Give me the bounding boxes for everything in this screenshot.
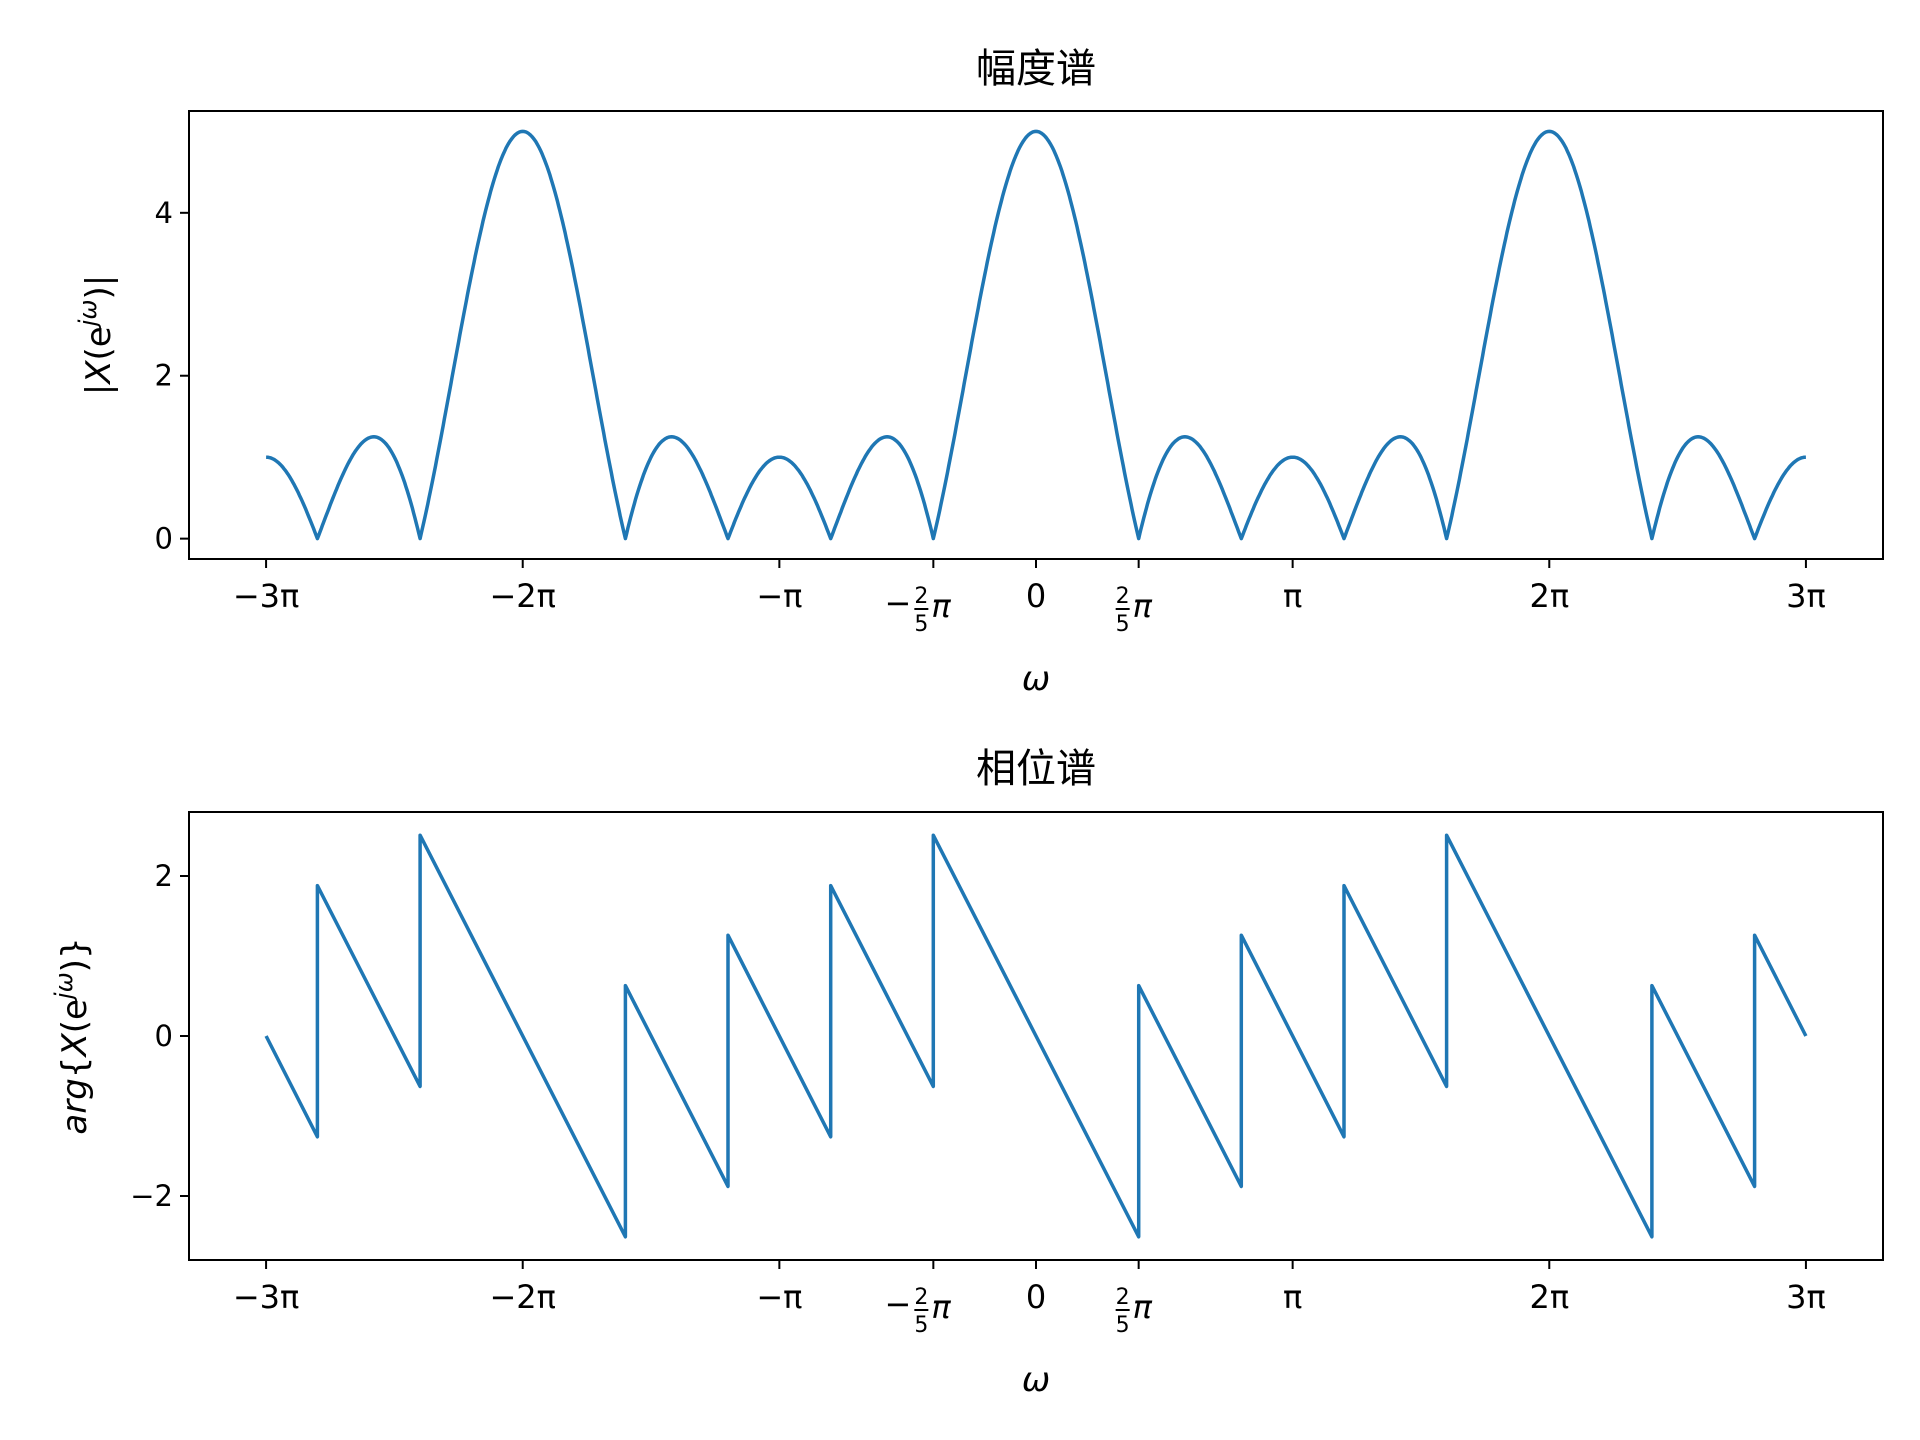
- plot-frame: [188, 110, 1884, 560]
- chart-title: 相位谱: [976, 746, 1096, 792]
- x-ticks: −3π −2π −π −25 π 0 25 π π 2π 3π: [233, 559, 1826, 637]
- magnitude-series-line: [265, 129, 1807, 541]
- phase-panel: 相位谱 −3π −2π −π −25 π 0 25 π π 2π 3π −202 ω arg{X(e…: [50, 746, 1884, 1400]
- y-axis-label: arg{X(ejω)}: [50, 937, 95, 1134]
- x-tick-label: 2 5 π: [1115, 1285, 1153, 1338]
- y-tick-label: 0: [155, 522, 173, 556]
- x-tick-label: 2π: [1529, 1278, 1569, 1316]
- x-tick-label: 0: [1026, 577, 1046, 615]
- svg-text:5: 5: [914, 1313, 928, 1338]
- svg-text:2: 2: [914, 1285, 928, 1310]
- y-tick-label: 4: [155, 196, 173, 230]
- y-tick-label: 2: [155, 359, 173, 393]
- x-tick-label: −2π: [489, 1278, 555, 1316]
- x-axis-label: ω: [1022, 659, 1050, 699]
- x-tick-label: 0: [1026, 1278, 1046, 1316]
- svg-text:π: π: [931, 1288, 951, 1326]
- y-ticks: −2 0 2: [130, 859, 189, 1213]
- svg-text:5: 5: [1116, 1313, 1130, 1338]
- svg-text:5: 5: [914, 612, 928, 637]
- x-tick-label: −3π: [233, 1278, 299, 1316]
- svg-text:2: 2: [1116, 584, 1130, 609]
- svg-text:2: 2: [914, 584, 928, 609]
- x-tick-label: 2 5 π: [1115, 584, 1153, 637]
- svg-text:π: π: [1133, 587, 1153, 625]
- y-tick-label: 2: [155, 859, 173, 893]
- y-tick-label: −2: [130, 1179, 173, 1213]
- x-ticks: −3π −2π −π −25 π 0 25 π π 2π 3π: [233, 1260, 1826, 1338]
- svg-text:π: π: [931, 587, 951, 625]
- svg-text:2: 2: [1116, 1285, 1130, 1310]
- magnitude-panel: 幅度谱 −3π −2π −π −25 π 0 25 π π 2π 3π 024 ω |X(ejω)|: [74, 46, 1884, 699]
- x-tick-label: −π: [756, 1278, 802, 1316]
- svg-text:π: π: [1133, 1288, 1153, 1326]
- x-tick-label: −3π: [233, 577, 299, 615]
- x-tick-label: −2 5 π: [885, 1285, 952, 1338]
- x-tick-label: −2 5 π: [885, 584, 952, 637]
- chart-title: 幅度谱: [976, 46, 1096, 92]
- x-tick-label: −π: [756, 577, 802, 615]
- x-tick-label: 3π: [1786, 1278, 1826, 1316]
- x-axis-label: ω: [1022, 1360, 1050, 1400]
- x-tick-label: π: [1283, 1278, 1302, 1316]
- x-tick-label: −2π: [489, 577, 555, 615]
- svg-text:−: −: [885, 1285, 912, 1323]
- svg-text:5: 5: [1116, 612, 1130, 637]
- y-tick-label: 0: [155, 1019, 173, 1053]
- phase-series-line: [264, 833, 1808, 1239]
- svg-text:−: −: [885, 584, 912, 622]
- x-tick-label: 3π: [1786, 577, 1826, 615]
- x-tick-label: 2π: [1529, 577, 1569, 615]
- y-axis-label: |X(ejω)|: [74, 275, 119, 395]
- y-ticks: 0 2 4: [155, 196, 189, 556]
- x-tick-label: π: [1283, 577, 1302, 615]
